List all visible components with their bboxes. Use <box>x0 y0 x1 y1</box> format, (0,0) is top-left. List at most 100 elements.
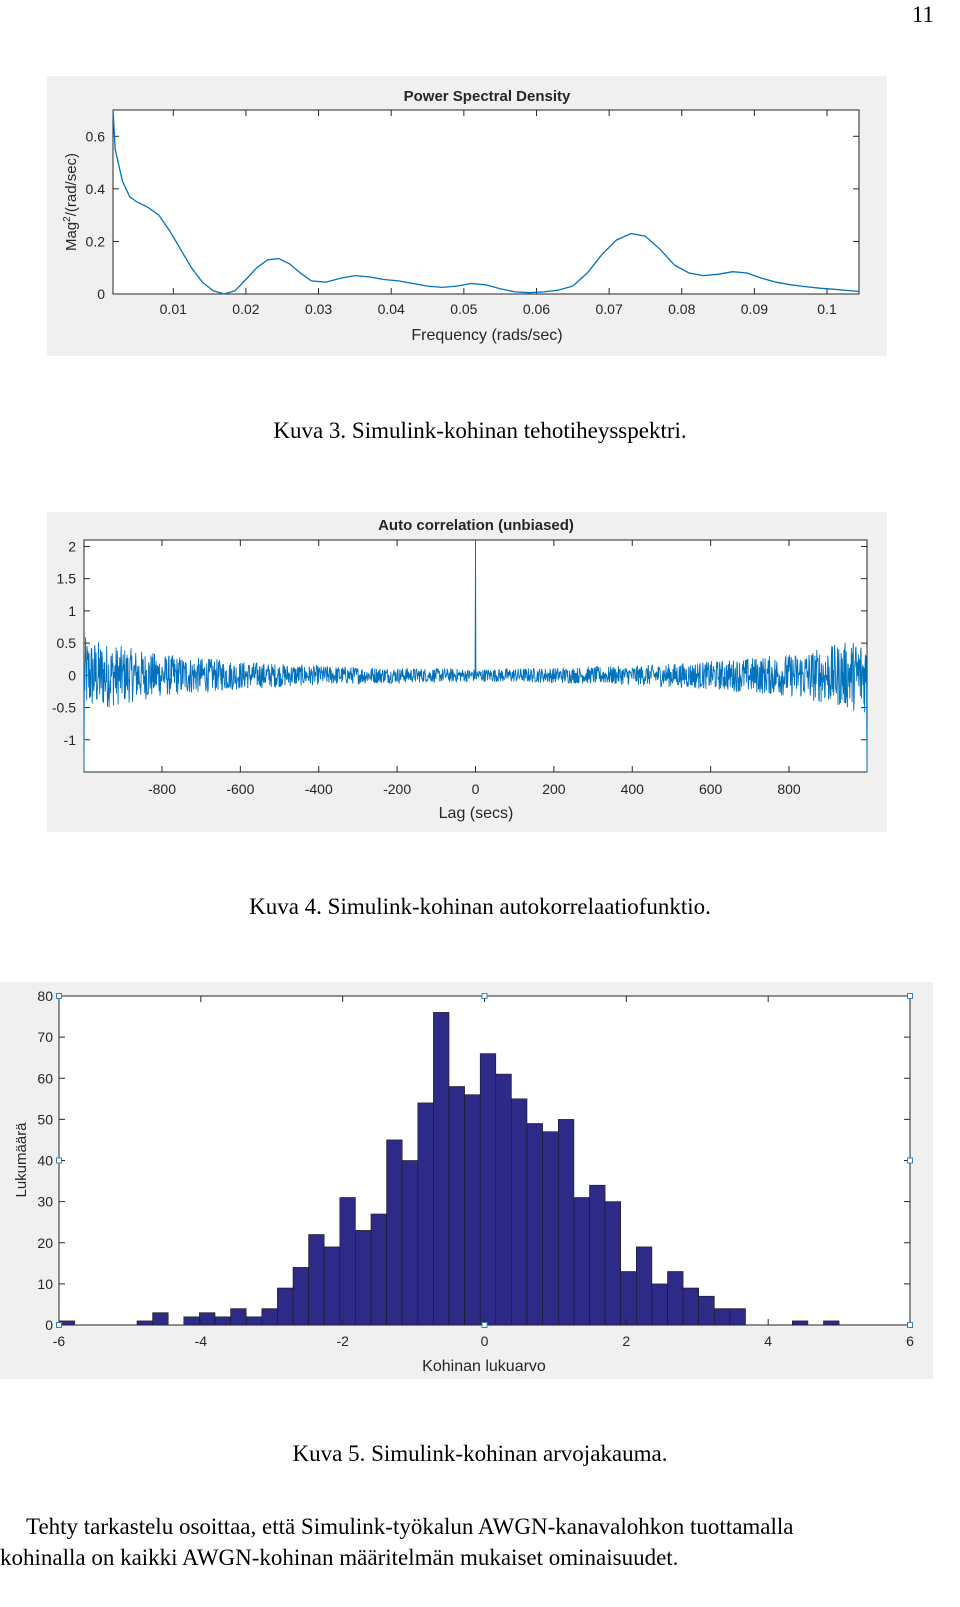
autocorr-ytick-label: 0 <box>68 667 76 683</box>
axes-selection-handle[interactable] <box>56 1322 62 1328</box>
axes-selection-handle[interactable] <box>56 1157 62 1164</box>
histogram-xtick-label: 4 <box>764 1333 772 1349</box>
histogram-bar <box>323 1246 341 1326</box>
histogram-xtick-label: -6 <box>53 1333 66 1349</box>
psd-figure: Power Spectral Density Frequency (rads/s… <box>47 76 887 356</box>
figure-5-caption: Kuva 5. Simulink-kohinan arvojakauma. <box>292 1441 668 1466</box>
histogram-bar <box>823 1320 840 1326</box>
autocorr-ytick-label: -1 <box>64 732 77 748</box>
histogram-bar <box>261 1308 278 1326</box>
histogram-bar <box>355 1230 372 1326</box>
histogram-bar <box>433 1012 450 1326</box>
histogram-bar <box>713 1308 731 1326</box>
autocorr-series-line <box>83 539 868 773</box>
axes-selection-handle[interactable] <box>907 993 913 999</box>
autocorr-xtick-label: -600 <box>226 781 254 797</box>
histogram-bar <box>245 1316 263 1326</box>
histogram-bar <box>651 1283 668 1326</box>
psd-xtick-label: 0.08 <box>668 301 695 317</box>
histogram-bar <box>682 1287 699 1326</box>
histogram-bar <box>635 1246 653 1326</box>
psd-ytick-label: 0.2 <box>86 233 106 249</box>
histogram-ytick-label: 30 <box>37 1194 53 1210</box>
autocorr-ytick-label: -0.5 <box>52 700 76 716</box>
histogram-bar <box>448 1086 465 1326</box>
psd-chart: Power Spectral Density Frequency (rads/s… <box>62 88 860 344</box>
psd-xtick-label: 0.01 <box>160 301 187 317</box>
histogram-bar <box>698 1295 715 1326</box>
autocorr-ytick-label: 0.5 <box>57 635 77 651</box>
histogram-ytick-label: 40 <box>37 1153 53 1169</box>
body-text-line-2: kohinalla on kaikki AWGN-kohinan määrite… <box>0 1545 679 1570</box>
histogram-bar <box>604 1201 621 1326</box>
autocorr-figure: Auto correlation (unbiased) Lag (secs) -… <box>47 512 887 832</box>
histogram-ytick-label: 70 <box>37 1029 53 1045</box>
histogram-bar <box>386 1139 403 1326</box>
psd-xtick-label: 0.02 <box>232 301 259 317</box>
histogram-bar <box>199 1312 216 1326</box>
histogram-bar <box>526 1123 543 1326</box>
histogram-xtick-label: 0 <box>481 1333 489 1349</box>
histogram-ytick-label: 20 <box>37 1235 53 1251</box>
histogram-xtick-label: -4 <box>195 1333 208 1349</box>
histogram-bar <box>370 1213 387 1326</box>
histogram-bar <box>573 1197 590 1326</box>
histogram-bar <box>183 1316 200 1326</box>
histogram-bar <box>136 1320 153 1326</box>
figure-3-caption: Kuva 3. Simulink-kohinan tehotiheysspekt… <box>273 418 687 443</box>
psd-xtick-label: 0.1 <box>817 301 837 317</box>
histogram-bar <box>214 1316 231 1326</box>
histogram-bar <box>729 1308 746 1326</box>
psd-plot-area <box>112 109 860 295</box>
histogram-bar <box>620 1271 637 1326</box>
histogram-bar <box>589 1184 606 1326</box>
histogram-xtick-label: 6 <box>906 1333 914 1349</box>
psd-ytick-label: 0.6 <box>86 128 106 144</box>
psd-ylabel: Mag2/(rad/sec) <box>62 153 80 251</box>
histogram-figure: -6 -4 -2 0 2 4 6 0 10 20 30 40 50 60 70 80 Kohinan luku… <box>0 982 933 1379</box>
psd-xtick-label: 0.09 <box>741 301 768 317</box>
histogram-bar <box>308 1234 325 1326</box>
axes-selection-handle[interactable] <box>907 1322 913 1328</box>
histogram-bar <box>339 1197 356 1326</box>
histogram-bar <box>152 1312 169 1326</box>
body-text-line-1: Tehty tarkastelu osoittaa, että Simulink… <box>26 1514 794 1539</box>
psd-ytick-label: 0.4 <box>86 181 106 197</box>
axes-selection-handle[interactable] <box>907 1157 913 1164</box>
histogram-bar <box>557 1119 575 1326</box>
figure-4-caption: Kuva 4. Simulink-kohinan autokorrelaatio… <box>249 894 711 919</box>
page-number: 11 <box>911 2 934 27</box>
histogram-xtick-label: 2 <box>622 1333 630 1349</box>
psd-xtick-label: 0.07 <box>595 301 622 317</box>
histogram-bar <box>464 1094 481 1326</box>
psd-xtick-label: 0.06 <box>523 301 550 317</box>
histogram-bar <box>542 1131 559 1326</box>
psd-series-line <box>112 109 860 295</box>
autocorr-xtick-label: -200 <box>383 781 411 797</box>
psd-ytick-label: 0 <box>97 286 105 302</box>
autocorr-title: Auto correlation (unbiased) <box>378 517 574 534</box>
autocorr-xlabel: Lag (secs) <box>439 805 514 822</box>
histogram-bar <box>479 1053 497 1326</box>
autocorr-xtick-label: 0 <box>472 781 480 797</box>
autocorr-ytick-label: 2 <box>68 538 76 554</box>
axes-selection-handle[interactable] <box>481 1322 488 1328</box>
histogram-bar <box>511 1098 528 1326</box>
autocorr-xtick-label: 400 <box>621 781 645 797</box>
psd-title: Power Spectral Density <box>404 88 571 105</box>
psd-ylabel-base: Mag <box>63 222 80 251</box>
psd-xtick-label: 0.05 <box>450 301 477 317</box>
histogram-bar <box>230 1308 247 1326</box>
autocorr-xtick-label: 800 <box>777 781 801 797</box>
histogram-ytick-label: 60 <box>37 1070 53 1086</box>
histogram-bar <box>495 1073 512 1326</box>
autocorr-xtick-label: 600 <box>699 781 723 797</box>
autocorr-ytick-label: 1.5 <box>57 571 77 587</box>
autocorr-xtick-label: 200 <box>542 781 566 797</box>
histogram-bar <box>417 1102 434 1326</box>
autocorr-ytick-label: 1 <box>68 603 76 619</box>
axes-selection-handle[interactable] <box>481 993 488 999</box>
histogram-xtick-label: -2 <box>336 1333 349 1349</box>
axes-selection-handle[interactable] <box>56 993 62 999</box>
